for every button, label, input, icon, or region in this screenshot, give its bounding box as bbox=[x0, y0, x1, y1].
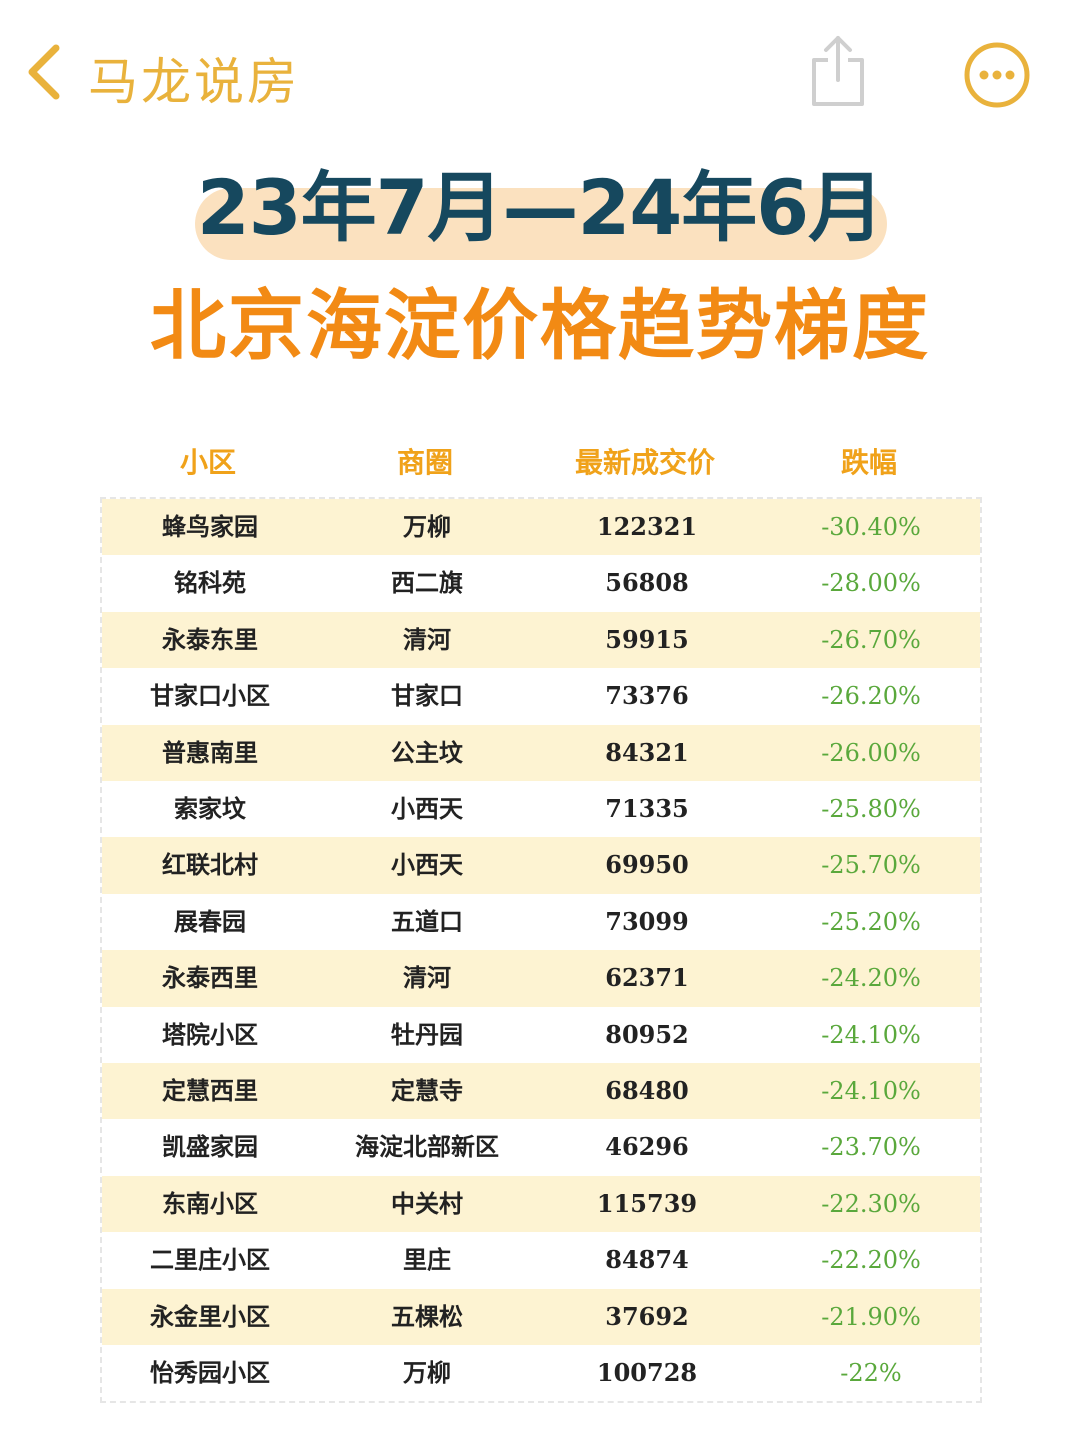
cell-price: 69950 bbox=[605, 850, 689, 880]
cell-change: -25.80% bbox=[821, 795, 921, 823]
cell-community: 铭科苑 bbox=[174, 568, 246, 598]
cell-price: 100728 bbox=[596, 1358, 698, 1387]
cell-change: -26.00% bbox=[821, 738, 921, 767]
cell-change: -22.30% bbox=[821, 1189, 921, 1218]
cell-district: 五棵松 bbox=[391, 1301, 463, 1331]
table-row: 东南小区 中关村 115739 -22.30% bbox=[102, 1175, 980, 1233]
cell-community: 东南小区 bbox=[162, 1188, 258, 1218]
cell-district: 公主坟 bbox=[391, 737, 463, 767]
cell-community: 普惠南里 bbox=[162, 737, 258, 767]
cell-change: -28.00% bbox=[821, 569, 921, 598]
cell-district: 万柳 bbox=[403, 1358, 451, 1387]
table-row: 索家坟 小西天 71335 -25.80% bbox=[102, 781, 980, 838]
cell-change: -22.20% bbox=[821, 1246, 921, 1275]
cell-community: 二里庄小区 bbox=[150, 1245, 270, 1275]
cell-community: 展春园 bbox=[174, 906, 246, 936]
cell-district: 海淀北部新区 bbox=[355, 1132, 499, 1162]
cell-change: -24.10% bbox=[821, 1020, 921, 1049]
cell-price: 73376 bbox=[605, 681, 689, 711]
column-header-change: 跌幅 bbox=[840, 446, 897, 479]
cell-price: 59915 bbox=[605, 624, 689, 654]
cell-community: 定慧西里 bbox=[162, 1076, 258, 1105]
cell-district: 清河 bbox=[403, 624, 451, 654]
cell-district: 清河 bbox=[403, 963, 451, 993]
cell-change: -22% bbox=[840, 1359, 902, 1387]
table-row: 怡秀园小区 万柳 100728 -22% bbox=[102, 1345, 980, 1402]
table-row: 永泰西里 清河 62371 -24.20% bbox=[102, 950, 980, 1007]
headline-text: 23年7月—24年6月 bbox=[196, 163, 884, 252]
cell-change: -24.20% bbox=[821, 964, 921, 993]
cell-community: 永泰东里 bbox=[162, 624, 258, 654]
table-row: 永泰东里 清河 59915 -26.70% bbox=[102, 611, 980, 669]
column-header-district: 商圈 bbox=[396, 446, 453, 479]
cell-district: 牡丹园 bbox=[391, 1019, 463, 1049]
table-row: 普惠南里 公主坟 84321 -26.00% bbox=[102, 724, 980, 781]
cell-price: 37692 bbox=[605, 1301, 689, 1331]
cell-district: 小西天 bbox=[391, 850, 463, 880]
cell-price: 68480 bbox=[605, 1076, 689, 1105]
cell-price: 122321 bbox=[596, 512, 698, 541]
cell-community: 索家坟 bbox=[174, 794, 246, 823]
table-row: 塔院小区 牡丹园 80952 -24.10% bbox=[102, 1006, 980, 1063]
cell-district: 里庄 bbox=[403, 1245, 451, 1275]
cell-price: 56808 bbox=[605, 568, 689, 598]
cell-district: 中关村 bbox=[391, 1188, 463, 1218]
cell-change: -21.90% bbox=[821, 1302, 921, 1331]
cell-price: 84874 bbox=[605, 1245, 689, 1275]
cell-community: 红联北村 bbox=[162, 850, 258, 880]
account-title[interactable]: 马龙说房 bbox=[88, 53, 300, 111]
cell-community: 蜂鸟家园 bbox=[162, 512, 258, 541]
cell-community: 甘家口小区 bbox=[150, 681, 270, 711]
table-row: 甘家口小区 甘家口 73376 -26.20% bbox=[102, 668, 980, 725]
cell-community: 永金里小区 bbox=[150, 1301, 270, 1331]
cell-price: 71335 bbox=[605, 794, 689, 823]
top-bar: 马龙说房 bbox=[0, 0, 1080, 150]
cell-district: 甘家口 bbox=[391, 681, 463, 711]
share-icon[interactable] bbox=[806, 32, 870, 108]
cell-price: 80952 bbox=[605, 1019, 689, 1049]
table-row: 铭科苑 西二旗 56808 -28.00% bbox=[102, 555, 980, 612]
table-row: 二里庄小区 里庄 84874 -22.20% bbox=[102, 1232, 980, 1289]
cell-price: 115739 bbox=[596, 1188, 698, 1218]
table-row: 定慧西里 定慧寺 68480 -24.10% bbox=[102, 1063, 980, 1120]
table-row: 永金里小区 五棵松 37692 -21.90% bbox=[102, 1288, 980, 1345]
cell-price: 84321 bbox=[605, 737, 689, 767]
cell-change: -23.70% bbox=[821, 1133, 921, 1162]
cell-district: 小西天 bbox=[391, 794, 463, 823]
cell-community: 塔院小区 bbox=[162, 1019, 258, 1049]
table-header: 小区 商圈 最新成交价 跌幅 bbox=[100, 438, 982, 488]
cell-price: 46296 bbox=[605, 1132, 689, 1162]
chevron-left-icon[interactable] bbox=[22, 40, 66, 104]
cell-price: 73099 bbox=[605, 906, 689, 936]
cell-change: -26.20% bbox=[821, 682, 921, 711]
cell-change: -30.40% bbox=[821, 513, 921, 541]
cell-community: 怡秀园小区 bbox=[150, 1358, 270, 1387]
table-row: 蜂鸟家园 万柳 122321 -30.40% bbox=[102, 499, 980, 556]
cell-district: 五道口 bbox=[391, 906, 463, 936]
cell-price: 62371 bbox=[605, 963, 689, 993]
cell-change: -25.70% bbox=[821, 851, 921, 880]
table-row: 红联北村 小西天 69950 -25.70% bbox=[102, 837, 980, 894]
cell-district: 万柳 bbox=[403, 512, 451, 541]
cell-change: -26.70% bbox=[821, 625, 921, 654]
column-header-community: 小区 bbox=[179, 446, 236, 479]
column-header-price: 最新成交价 bbox=[574, 446, 715, 479]
price-table: 蜂鸟家园 万柳 122321 -30.40% 铭科苑 西二旗 56808 -28.00% 永泰东… bbox=[100, 497, 982, 1403]
cell-community: 凯盛家园 bbox=[162, 1132, 258, 1162]
subheadline: 北京海淀价格趋势梯度 bbox=[150, 281, 930, 370]
headline: 23年7月—24年6月 bbox=[0, 158, 1080, 260]
headline-highlight bbox=[195, 188, 887, 260]
more-horizontal-circle-icon[interactable] bbox=[962, 40, 1032, 110]
cell-change: -24.10% bbox=[821, 1077, 921, 1105]
cell-change: -25.20% bbox=[821, 907, 921, 936]
cell-community: 永泰西里 bbox=[162, 963, 258, 993]
cell-district: 定慧寺 bbox=[391, 1076, 463, 1105]
table-row: 展春园 五道口 73099 -25.20% bbox=[102, 893, 980, 951]
table-row: 凯盛家园 海淀北部新区 46296 -23.70% bbox=[102, 1119, 980, 1176]
cell-district: 西二旗 bbox=[391, 568, 463, 598]
